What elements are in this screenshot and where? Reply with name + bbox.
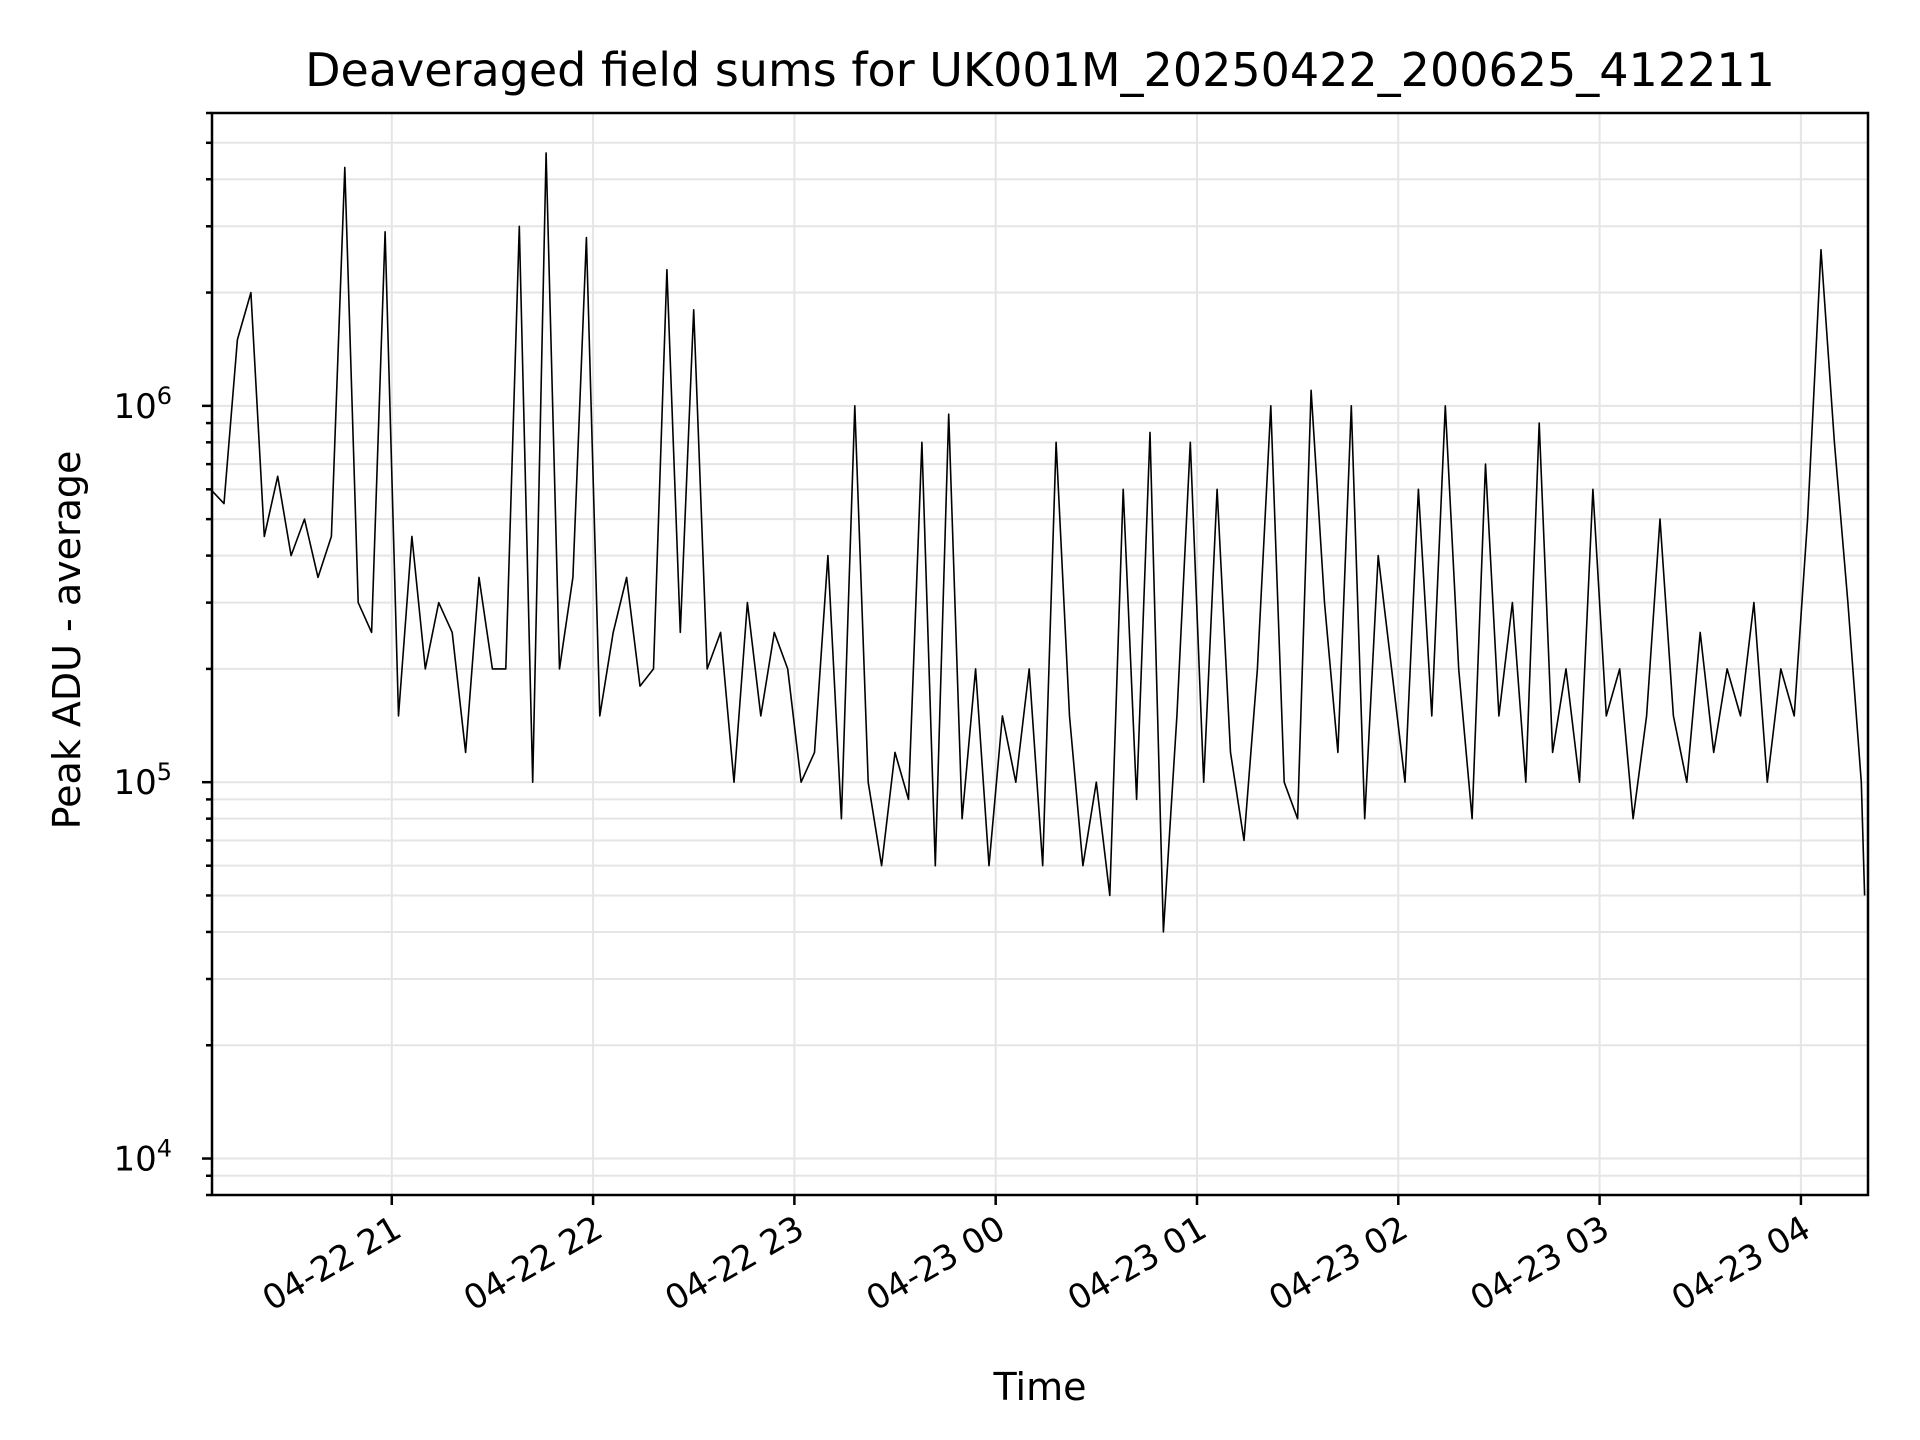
chart-title: Deaveraged field sums for UK001M_2025042…	[305, 43, 1775, 97]
grid	[212, 112, 1868, 1196]
y-tick-label: 106	[113, 382, 172, 427]
y-tick-label: 105	[113, 758, 172, 803]
x-axis-label: Time	[993, 1365, 1087, 1409]
y-axis-label: Peak ADU - average	[45, 451, 89, 830]
y-axis: 104 105 106	[113, 111, 212, 1197]
plot-frame	[210, 111, 1870, 1197]
series-line	[210, 152, 1866, 933]
y-tick-label: 104	[113, 1135, 172, 1180]
series-layer	[210, 152, 1866, 933]
